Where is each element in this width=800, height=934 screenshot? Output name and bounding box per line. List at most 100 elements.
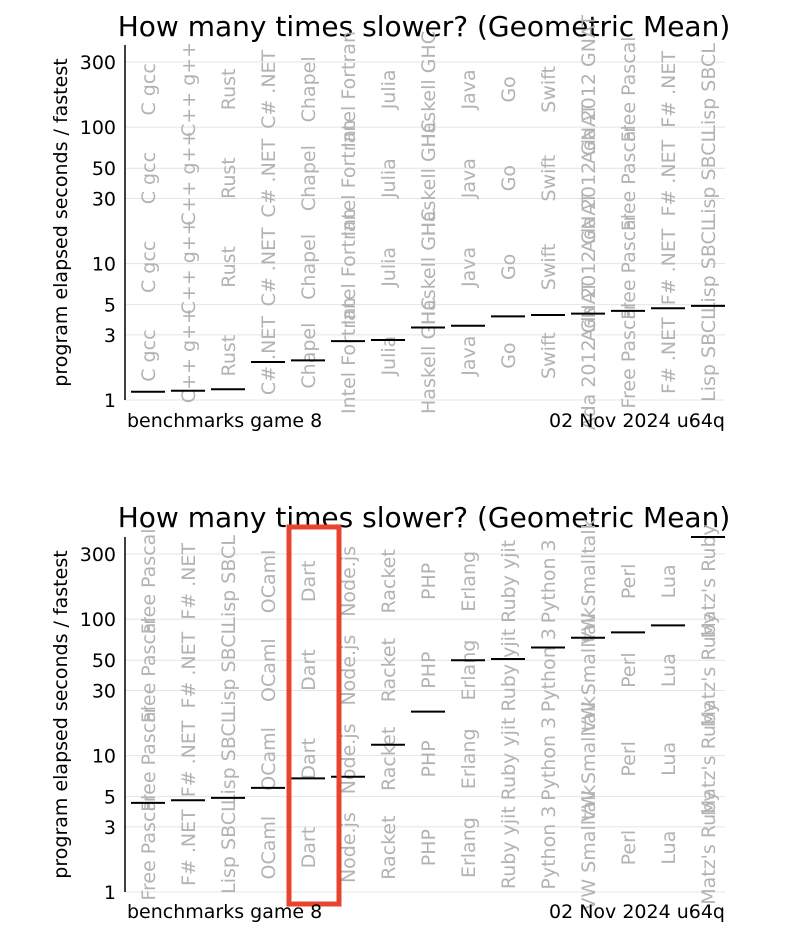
category-label: Lisp SBCL [218, 712, 240, 805]
category-column: Erlang Erlang Erlang Erlang [451, 551, 485, 878]
category-label: Rust [218, 69, 240, 111]
footer-right: 02 Nov 2024 u64q [549, 410, 725, 432]
category-column: PHP PHP PHP PHP [411, 563, 445, 866]
category-label: Haskell GHC [418, 209, 440, 326]
y-tick-label: 300 [80, 544, 116, 566]
category-label: Free Pascal [138, 617, 160, 723]
category-label: Matz's Ruby [698, 702, 720, 816]
y-tick-label: 3 [104, 817, 116, 839]
category-label: Matz's Ruby [698, 613, 720, 727]
y-tick-label: 50 [92, 650, 116, 672]
category-column: Julia Julia Julia Julia [371, 69, 405, 377]
category-label: Lisp SBCL [698, 43, 720, 136]
category-label: Intel Fortran [338, 297, 360, 414]
category-label: Chapel [298, 323, 320, 389]
category-label: Java [458, 158, 480, 199]
category-label: Erlang [458, 640, 480, 701]
category-label: OCaml [258, 638, 280, 702]
category-label: Racket [378, 727, 400, 791]
category-column: Ruby yjit Ruby yjit Ruby yjit Ruby yjit [491, 540, 525, 889]
category-column: Perl Perl Perl Perl [611, 564, 645, 866]
category-label: Matz's Ruby [698, 524, 720, 638]
category-label: Lua [658, 831, 680, 865]
category-label: Intel Fortran [338, 120, 360, 237]
category-label: Swift [538, 244, 560, 291]
category-label: F# .NET [658, 317, 680, 394]
category-label: Swift [538, 155, 560, 202]
y-axis-label: program elapsed seconds / fastest [50, 550, 72, 878]
category-label: Julia [378, 336, 400, 377]
category-label: Ruby yjit [498, 540, 520, 623]
category-label: OCaml [258, 816, 280, 880]
category-label: Free Pascal [618, 36, 640, 142]
category-column: Racket Racket Racket Racket [371, 549, 405, 880]
category-label: Lisp SBCL [698, 131, 720, 224]
footer-left: benchmarks game 8 [127, 901, 322, 923]
chart-title: How many times slower? (Geometric Mean) [118, 10, 731, 43]
category-label: Python 3 [538, 539, 560, 623]
category-label: Chapel [298, 56, 320, 122]
category-label: F# .NET [178, 809, 200, 886]
category-label: Lisp SBCL [218, 535, 240, 628]
category-label: Lisp SBCL [698, 220, 720, 313]
category-label: Perl [618, 830, 640, 866]
category-label: Go [498, 165, 520, 191]
category-label: C++ g++ [178, 42, 200, 137]
category-label: Erlang [458, 728, 480, 789]
category-label: Lisp SBCL [698, 309, 720, 402]
footer-right: 02 Nov 2024 u64q [549, 901, 725, 923]
category-column: OCaml OCaml OCaml OCaml [251, 550, 285, 880]
category-label: Ruby yjit [498, 717, 520, 800]
category-label: C# .NET [258, 316, 280, 395]
category-label: Node.js [338, 546, 360, 617]
category-column: Java Java Java Java [451, 69, 485, 377]
y-tick-label: 5 [104, 295, 116, 317]
category-label: C# .NET [258, 138, 280, 217]
category-label: Java [458, 69, 480, 110]
category-label: C gcc [138, 329, 160, 381]
y-tick-label: 300 [80, 52, 116, 74]
category-label: OCaml [258, 550, 280, 614]
y-tick-label: 1 [104, 390, 116, 412]
category-label: Haskell GHC [418, 31, 440, 148]
category-label: Go [498, 254, 520, 280]
category-label: Ruby yjit [498, 806, 520, 889]
category-label: OCaml [258, 727, 280, 791]
category-label: C# .NET [258, 49, 280, 128]
category-label: Free Pascal [138, 528, 160, 634]
category-column: Chapel Chapel Chapel Chapel [291, 56, 325, 389]
highlight-box [286, 524, 342, 907]
y-tick-label: 5 [104, 787, 116, 809]
category-label: Python 3 [538, 806, 560, 890]
category-label: Ada 2012 GNAT [578, 281, 600, 430]
category-label: Free Pascal [138, 795, 160, 901]
category-label: Perl [618, 652, 640, 688]
category-label: F# .NET [178, 543, 200, 620]
category-label: Matz's Ruby [698, 790, 720, 904]
category-column: Python 3 Python 3 Python 3 Python 3 [531, 539, 565, 890]
y-tick-label: 100 [80, 609, 116, 631]
y-tick-label: 1 [104, 882, 116, 904]
chart-panel-1: How many times slower? (Geometric Mean) p… [50, 10, 730, 432]
category-column: Rust Rust Rust Rust [211, 69, 245, 391]
category-label: Free Pascal [138, 706, 160, 812]
category-label: Swift [538, 66, 560, 113]
category-label: C gcc [138, 241, 160, 293]
category-column: Swift Swift Swift Swift [531, 66, 565, 379]
category-label: C++ g++ [178, 308, 200, 403]
category-label: F# .NET [178, 631, 200, 708]
chart-title: How many times slower? (Geometric Mean) [118, 501, 731, 534]
category-label: C++ g++ [178, 219, 200, 314]
category-label: Perl [618, 741, 640, 777]
category-label: Python 3 [538, 717, 560, 801]
y-tick-label: 100 [80, 117, 116, 139]
category-column: Lua Lua Lua Lua [651, 564, 685, 865]
category-label: C++ g++ [178, 131, 200, 226]
category-label: Haskell GHC [418, 120, 440, 237]
